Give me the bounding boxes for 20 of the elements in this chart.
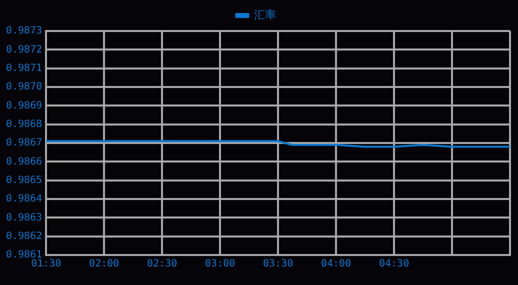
y-tick-label: 0.9871 (6, 62, 42, 74)
y-tick-label: 0.9863 (6, 212, 42, 224)
x-tick-label: 04:30 (378, 258, 410, 270)
x-tick-label: 03:30 (263, 258, 294, 270)
x-tick-label: 01:30 (31, 258, 62, 270)
y-tick-label: 0.9867 (6, 138, 42, 149)
y-tick-label: 0.9865 (6, 174, 42, 186)
x-tick-label: 02:30 (147, 258, 178, 270)
y-tick-label: 0.9873 (6, 26, 42, 37)
y-tick-label: 0.9868 (6, 118, 42, 130)
y-tick-label: 0.9872 (6, 44, 42, 56)
y-tick-label: 0.9864 (6, 194, 42, 205)
y-tick-label: 0.9870 (6, 82, 42, 93)
y-tick-label: 0.9866 (6, 156, 42, 168)
x-tick-label: 03:00 (205, 258, 236, 270)
y-tick-label: 0.9869 (6, 100, 42, 112)
legend-label: 汇率 (254, 8, 276, 22)
x-tick-label: 02:00 (89, 258, 120, 270)
x-tick-label: 04:00 (320, 258, 352, 270)
y-tick-label: 0.9862 (6, 230, 42, 242)
